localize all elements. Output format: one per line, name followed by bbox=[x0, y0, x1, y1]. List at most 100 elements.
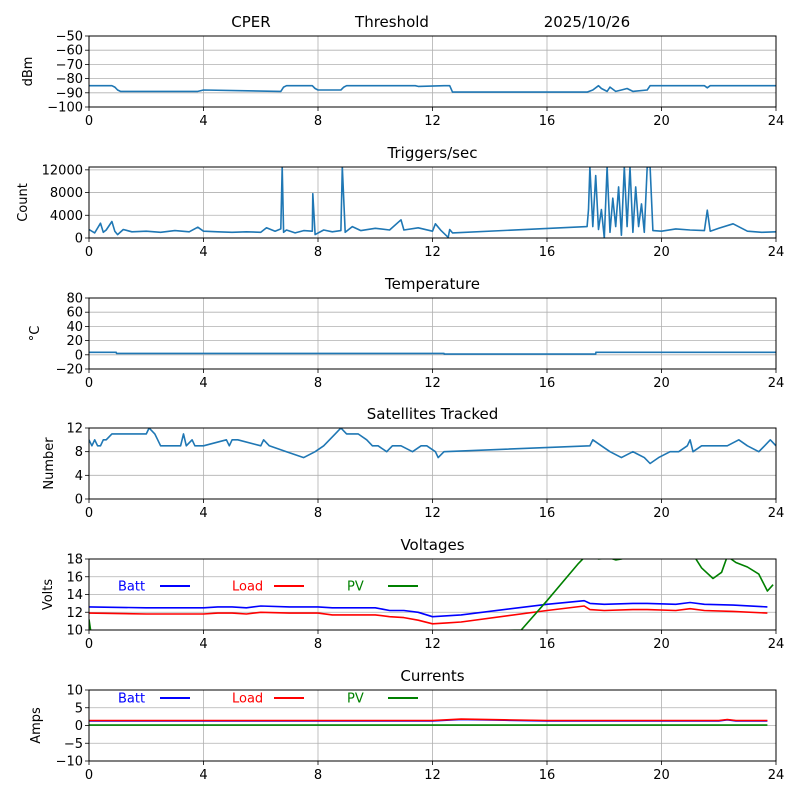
y-tick-label: 0 bbox=[75, 348, 83, 363]
y-tick-label: −70 bbox=[56, 58, 83, 73]
y-tick-label: 8000 bbox=[50, 186, 83, 201]
series-line-load bbox=[89, 718, 768, 722]
x-tick-label: 24 bbox=[768, 637, 785, 652]
x-tick-label: 24 bbox=[768, 114, 785, 129]
y-tick-label: −50 bbox=[56, 30, 83, 45]
series-line-signal bbox=[89, 84, 776, 93]
panel-title: Voltages bbox=[400, 536, 464, 554]
y-tick-label: −80 bbox=[56, 72, 83, 87]
y-tick-label: 0 bbox=[75, 232, 83, 247]
panel-title: Temperature bbox=[384, 275, 480, 293]
series-line-pv bbox=[89, 559, 774, 630]
y-tick-label: 4000 bbox=[50, 209, 83, 224]
y-tick-label: 10 bbox=[66, 684, 83, 699]
x-tick-label: 0 bbox=[85, 114, 93, 129]
x-tick-label: 8 bbox=[314, 245, 322, 260]
panel-title: Satellites Tracked bbox=[367, 405, 498, 423]
y-axis-label: Volts bbox=[41, 579, 56, 611]
y-axis-label: Count bbox=[16, 183, 31, 222]
x-tick-label: 8 bbox=[314, 637, 322, 652]
x-tick-label: 20 bbox=[653, 245, 670, 260]
x-tick-label: 4 bbox=[199, 245, 207, 260]
y-tick-label: 60 bbox=[66, 306, 83, 321]
y-tick-label: −100 bbox=[47, 101, 83, 116]
y-axis-label: °C bbox=[28, 326, 43, 342]
legend-label-pv: PV bbox=[347, 692, 364, 707]
y-tick-label: 8 bbox=[75, 445, 83, 460]
legend-label-load: Load bbox=[232, 580, 263, 595]
panel-triggers-sec: 0 4 8 12 16 20 24 0 4000 8000 12000 Triggers/sec Cou… bbox=[16, 144, 784, 260]
x-tick-label: 20 bbox=[653, 376, 670, 391]
series-line-batt bbox=[89, 599, 768, 618]
x-tick-label: 0 bbox=[85, 245, 93, 260]
series-line-triggers bbox=[89, 167, 776, 238]
legend-label-pv: PV bbox=[347, 580, 364, 595]
x-tick-label: 4 bbox=[199, 637, 207, 652]
x-tick-label: 12 bbox=[424, 768, 441, 783]
x-tick-label: 16 bbox=[539, 637, 556, 652]
y-tick-label: 20 bbox=[66, 334, 83, 349]
y-tick-label: 5 bbox=[75, 701, 83, 716]
x-tick-label: 0 bbox=[85, 637, 93, 652]
x-tick-label: 24 bbox=[768, 768, 785, 783]
series-line-temperature bbox=[89, 351, 776, 355]
panel-currents: 0 4 8 12 16 20 24 −10 −5 0 5 10 Currents Amps Batt Load… bbox=[29, 667, 784, 783]
x-tick-label: 8 bbox=[314, 768, 322, 783]
x-tick-label: 24 bbox=[768, 245, 785, 260]
y-axis-label: Amps bbox=[29, 707, 44, 744]
x-tick-label: 12 bbox=[424, 245, 441, 260]
y-axis-label: dBm bbox=[21, 57, 36, 87]
legend-label-load: Load bbox=[232, 692, 263, 707]
y-tick-label: 12000 bbox=[42, 163, 83, 178]
x-tick-label: 8 bbox=[314, 114, 322, 129]
x-tick-label: 4 bbox=[199, 114, 207, 129]
x-tick-label: 16 bbox=[539, 376, 556, 391]
x-tick-label: 20 bbox=[653, 637, 670, 652]
y-tick-label: 12 bbox=[66, 422, 83, 437]
x-tick-label: 0 bbox=[85, 376, 93, 391]
panel-title: Currents bbox=[400, 667, 464, 685]
y-tick-label: 10 bbox=[66, 624, 83, 639]
series-line-satellites bbox=[89, 428, 776, 465]
y-tick-label: 80 bbox=[66, 292, 83, 307]
y-tick-label: −5 bbox=[64, 737, 83, 752]
header-date: 2025/10/26 bbox=[544, 13, 630, 31]
y-tick-label: 0 bbox=[75, 493, 83, 508]
x-tick-label: 4 bbox=[199, 376, 207, 391]
panel-voltages: 0 4 8 12 16 20 24 10 12 14 16 18 Voltages Volts Batt Lo… bbox=[41, 536, 784, 652]
y-tick-label: −20 bbox=[56, 363, 83, 378]
legend-label-batt: Batt bbox=[118, 580, 145, 595]
x-tick-label: 24 bbox=[768, 376, 785, 391]
x-tick-label: 4 bbox=[199, 506, 207, 521]
y-tick-label: 0 bbox=[75, 719, 83, 734]
x-tick-label: 16 bbox=[539, 245, 556, 260]
x-tick-label: 16 bbox=[539, 506, 556, 521]
header-mode: Threshold bbox=[354, 13, 429, 31]
y-tick-label: 12 bbox=[66, 606, 83, 621]
x-tick-label: 8 bbox=[314, 506, 322, 521]
x-tick-label: 20 bbox=[653, 768, 670, 783]
x-tick-label: 12 bbox=[424, 637, 441, 652]
panel-title: Triggers/sec bbox=[387, 144, 478, 162]
x-tick-label: 16 bbox=[539, 114, 556, 129]
x-tick-label: 8 bbox=[314, 376, 322, 391]
x-tick-label: 0 bbox=[85, 506, 93, 521]
y-tick-label: −10 bbox=[56, 755, 83, 770]
x-tick-label: 0 bbox=[85, 768, 93, 783]
legend-label-batt: Batt bbox=[118, 692, 145, 707]
y-tick-label: 18 bbox=[66, 553, 83, 568]
x-tick-label: 4 bbox=[199, 768, 207, 783]
y-tick-label: −60 bbox=[56, 44, 83, 59]
x-tick-label: 20 bbox=[653, 506, 670, 521]
panel-signal: 0 4 8 12 16 20 24 −100−90−80−70−60−50 dBm bbox=[21, 30, 784, 130]
y-tick-label: −90 bbox=[56, 86, 83, 101]
x-tick-label: 20 bbox=[653, 114, 670, 129]
panel-satellites-tracked: 0 4 8 12 16 20 24 0 4 8 12 Satellites Tracked Number bbox=[42, 405, 784, 521]
series-line-load bbox=[89, 605, 768, 625]
x-tick-label: 12 bbox=[424, 506, 441, 521]
x-tick-label: 24 bbox=[768, 506, 785, 521]
y-tick-label: 40 bbox=[66, 320, 83, 335]
x-tick-label: 16 bbox=[539, 768, 556, 783]
